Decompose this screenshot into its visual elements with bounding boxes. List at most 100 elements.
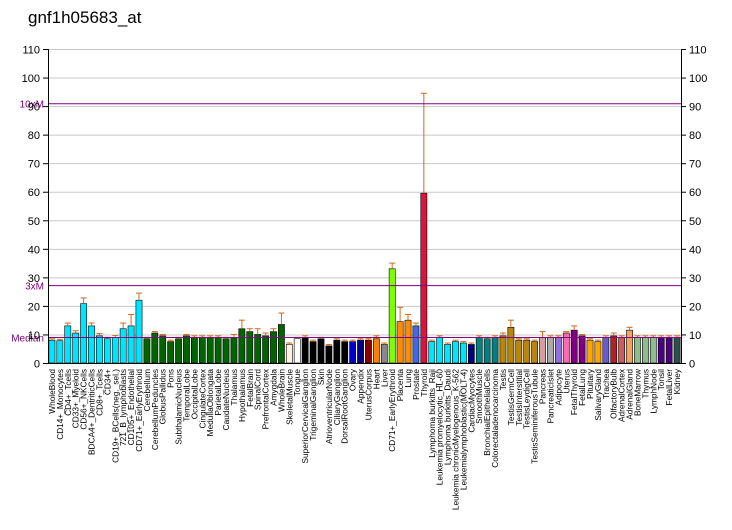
- bar: [143, 338, 151, 364]
- bar: [191, 337, 198, 364]
- x-tick-label: Hypothalamus: [237, 369, 247, 422]
- bar: [183, 335, 190, 364]
- y-tick-label-right: 70: [689, 159, 701, 171]
- y-tick-label-left: 30: [28, 273, 40, 285]
- bar: [539, 337, 546, 364]
- bar: [483, 338, 491, 364]
- bar: [554, 337, 562, 364]
- x-tick-label: CerebellumPeduncles: [150, 369, 160, 450]
- x-tick-label: Lymphoma burkitts_Raji: [427, 369, 437, 458]
- bar: [602, 337, 610, 364]
- y-axis-left-labels: 0 10 20 30 40 50 60 70 80 90 100 110: [22, 45, 40, 371]
- bar: [341, 341, 349, 364]
- x-tick-label: DorsalRootGanglion: [340, 369, 350, 444]
- x-tick-label: Thyroid: [419, 369, 429, 397]
- bar: [230, 337, 238, 364]
- x-tick-label: Adipocyte: [553, 369, 563, 406]
- x-tick-label: BoneMarrow: [632, 368, 642, 416]
- x-tick-label: Pituitary: [585, 368, 595, 399]
- x-tick-label: SmoothMuscle: [474, 369, 484, 424]
- bar: [293, 338, 301, 364]
- y-tick-label-right: 50: [689, 216, 701, 228]
- y-tick-label-right: 110: [689, 45, 707, 57]
- bar: [325, 345, 333, 364]
- x-tick-label: FetalThyroid: [569, 369, 579, 415]
- reference-line-label: 10xM: [20, 100, 44, 111]
- y-tick-label-left: 0: [34, 359, 40, 371]
- error-bars: [48, 92, 681, 346]
- x-tick-label: CingulateCortex: [197, 368, 207, 428]
- bar: [119, 328, 127, 364]
- grid-lines: [48, 49, 681, 336]
- bar: [507, 327, 515, 364]
- bar: [475, 337, 483, 364]
- bars: [48, 192, 681, 364]
- y-tick-label-left: 90: [28, 102, 40, 114]
- axes: [43, 49, 686, 364]
- x-tick-label: ParietalLobe: [213, 369, 223, 416]
- bar: [159, 335, 167, 364]
- bar: [198, 337, 206, 364]
- x-tick-label: CD71+_EarlyErythroid: [387, 369, 397, 452]
- x-tick-label: FetalLung: [577, 369, 587, 406]
- y-tick-label-left: 80: [28, 130, 40, 142]
- x-tick-label: Colorectaladenocarcinoma: [490, 369, 500, 468]
- bar: [301, 337, 309, 364]
- x-tick-label: Leukemialymphoblastic(MOLT-4): [458, 369, 468, 490]
- bar: [444, 344, 451, 364]
- y-axis-right-labels: 0 10 20 30 40 50 60 70 80 90 100 110: [689, 45, 707, 371]
- x-tick-label: FetalBrain: [245, 369, 255, 407]
- x-axis-labels: WholeBloodCD14+_MonocytesCD4+_TcellsCD33…: [47, 368, 682, 510]
- x-tick-label: TemporalLobe: [181, 369, 191, 422]
- x-tick-label: WholeBrain: [276, 369, 286, 412]
- bar: [412, 325, 420, 364]
- y-tick-label-right: 30: [689, 273, 701, 285]
- chart-title: gnf1h05683_at: [28, 8, 142, 27]
- bar: [270, 331, 277, 364]
- x-tick-label: CiliaryGanglion: [332, 369, 342, 426]
- bar: [96, 335, 103, 364]
- x-tick-label: Testis: [498, 369, 508, 390]
- y-tick-label-left: 110: [22, 45, 40, 57]
- bar: [127, 325, 135, 364]
- x-tick-label: Thymus: [640, 369, 650, 399]
- x-tick-label: Uterus: [561, 369, 571, 393]
- bar: [388, 268, 396, 364]
- bar: [404, 319, 412, 364]
- y-tick-label-left: 10: [28, 330, 40, 342]
- bar: [649, 337, 657, 364]
- bar: [467, 344, 475, 364]
- y-tick-label-right: 40: [689, 244, 701, 256]
- x-tick-label: CD56+_NKCells: [79, 369, 89, 430]
- bar: [222, 338, 230, 364]
- bar: [246, 331, 254, 364]
- x-tick-label: CD71+_EarlyErythroid: [134, 369, 144, 452]
- y-tick-label-right: 60: [689, 187, 701, 199]
- bar: [88, 325, 95, 364]
- x-tick-label: TestisLeydigCell: [522, 369, 532, 429]
- bar: [570, 329, 578, 364]
- bar: [357, 339, 364, 364]
- x-tick-label: LymphNode: [648, 369, 658, 414]
- x-tick-label: Liver: [379, 369, 389, 387]
- x-tick-label: Lymphoma burkitts_Daudi: [443, 369, 453, 465]
- y-tick-label-right: 80: [689, 130, 701, 142]
- y-tick-label-left: 40: [28, 244, 40, 256]
- bar: [428, 341, 436, 364]
- x-tick-label: SubthalamicNucleus: [174, 369, 184, 445]
- bar: [309, 341, 317, 364]
- x-tick-label: Thalamus: [229, 369, 239, 405]
- x-tick-label: Prostate: [411, 369, 421, 400]
- y-tick-label-right: 0: [689, 359, 695, 371]
- x-tick-label: Appendix: [356, 368, 366, 403]
- bar: [111, 337, 119, 364]
- x-tick-label: UterusCorpus: [363, 369, 373, 420]
- bar: [523, 339, 531, 364]
- x-tick-label: BronchialEpithelialCells: [482, 369, 492, 456]
- y-tick-label-left: 100: [22, 73, 40, 85]
- x-tick-label: Amygdala: [269, 369, 279, 406]
- bar: [634, 337, 641, 364]
- x-tick-label: CD8+_Tcells: [94, 369, 104, 416]
- x-tick-label: SpinalCord: [253, 369, 263, 410]
